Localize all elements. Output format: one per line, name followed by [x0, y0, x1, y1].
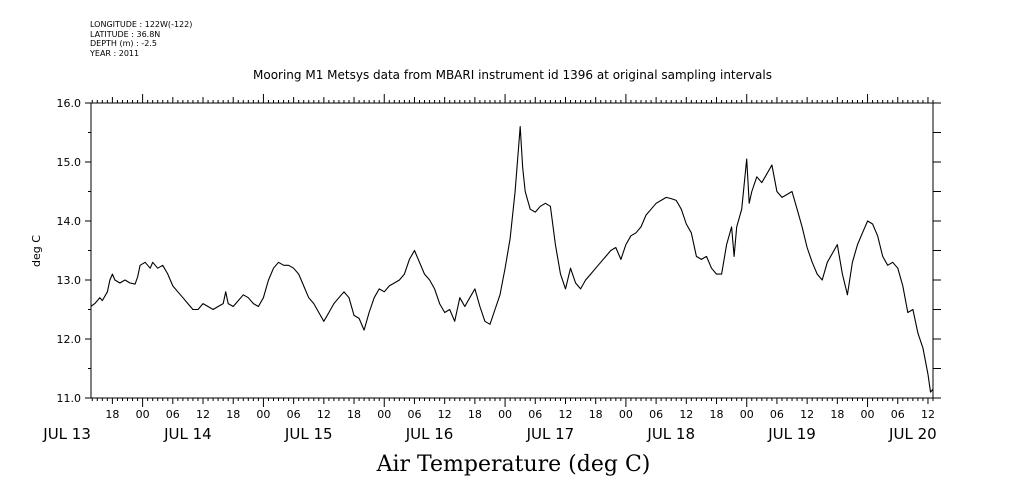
y-tick-label: 16.0: [57, 97, 82, 110]
x-day-label: JUL 20: [888, 425, 937, 443]
x-hour-label: 00: [619, 408, 633, 421]
x-hour-label: 12: [679, 408, 693, 421]
plot-border: [90, 102, 934, 399]
x-hour-label: 00: [498, 408, 512, 421]
y-axis-label: deg C: [30, 235, 43, 267]
chart-title: Mooring M1 Metsys data from MBARI instru…: [253, 68, 772, 82]
x-day-label: JUL 13: [42, 425, 91, 443]
x-hour-label: 06: [891, 408, 905, 421]
x-hour-label: 18: [710, 408, 724, 421]
year-label: YEAR : 2011: [90, 48, 140, 58]
series-line: [90, 126, 934, 393]
x-day-label: JUL 15: [284, 425, 333, 443]
y-axis: 11.0 12.0 13.0 14.0 15.0 16.0: [57, 97, 941, 405]
x-hour-label: 12: [921, 408, 935, 421]
x-day-label: JUL 17: [526, 425, 575, 443]
x-hour-label: 00: [136, 408, 150, 421]
y-tick-label: 15.0: [57, 156, 82, 169]
y-tick-label: 11.0: [57, 392, 82, 405]
x-day-label: JUL 16: [405, 425, 454, 443]
x-hour-label: 06: [166, 408, 180, 421]
x-hour-label: 12: [196, 408, 210, 421]
x-hour-label: 18: [830, 408, 844, 421]
x-hour-label: 18: [347, 408, 361, 421]
x-axis-title: Air Temperature (deg C): [376, 452, 651, 477]
x-hour-label: 12: [558, 408, 572, 421]
depth-label: DEPTH (m) : -2.5: [90, 39, 157, 48]
x-hour-label: 18: [226, 408, 240, 421]
x-hour-label: 12: [800, 408, 814, 421]
series-layer: [90, 126, 934, 393]
x-hour-label: 18: [105, 408, 119, 421]
y-tick-label: 13.0: [57, 274, 82, 287]
x-day-label: JUL 18: [646, 425, 695, 443]
x-day-label: JUL 14: [163, 425, 212, 443]
plot-frame: [90, 102, 934, 399]
x-hour-label: 00: [861, 408, 875, 421]
x-hour-label: 06: [649, 408, 663, 421]
x-hour-label: 00: [377, 408, 391, 421]
y-tick-label: 12.0: [57, 333, 82, 346]
x-hour-label: 06: [407, 408, 421, 421]
x-hour-label: 06: [287, 408, 301, 421]
x-hour-label: 18: [468, 408, 482, 421]
x-hour-label: 06: [528, 408, 542, 421]
x-hour-label: 12: [438, 408, 452, 421]
x-day-label: JUL 19: [767, 425, 816, 443]
x-axis: 18 00 06 12 18 00 06 12 18 00 06 12 18 00 06 12 18 00 06 12…: [42, 94, 937, 443]
y-tick-label: 14.0: [57, 215, 82, 228]
longitude-label: LONGITUDE : 122W(-122): [90, 20, 193, 29]
latitude-label: LATITUDE : 36.8N: [90, 29, 161, 39]
metadata-block: LONGITUDE : 122W(-122) LATITUDE : 36.8N …: [90, 20, 192, 58]
x-hour-label: 18: [589, 408, 603, 421]
x-hour-label: 06: [770, 408, 784, 421]
x-hour-label: 12: [317, 408, 331, 421]
x-hour-label: 00: [256, 408, 270, 421]
x-hour-label: 00: [740, 408, 754, 421]
